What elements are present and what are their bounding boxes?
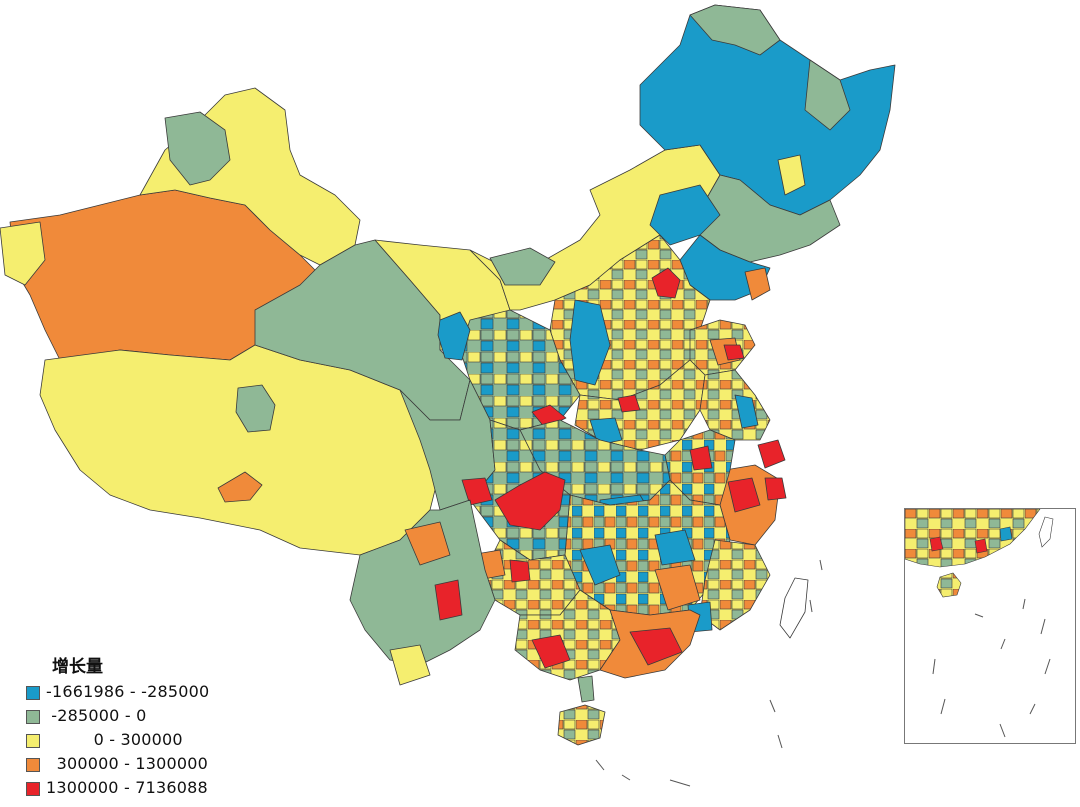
legend-label: -285000 - 0 [46, 706, 147, 725]
legend-swatch [26, 782, 40, 796]
region-yunnan-south-yellow [389, 644, 431, 686]
legend-swatch [26, 710, 40, 724]
region-henan-blue [589, 417, 623, 446]
inset-hainan [936, 572, 962, 598]
region-jiangxi-orange [654, 564, 701, 611]
region-nanning-red [531, 634, 571, 669]
region-ningxia-green [489, 247, 556, 286]
region-chengdu-red [461, 477, 493, 506]
region-yunnan [349, 499, 496, 666]
region-jiangsu-blue [734, 394, 759, 429]
legend-label: 1300000 - 7136088 [46, 778, 208, 797]
legend-item: -1661986 - -285000 [26, 682, 246, 706]
legend-item: 0 - 300000 [26, 730, 246, 754]
legend-item: -285000 - 0 [26, 706, 246, 730]
region-liaoning-west [649, 184, 721, 246]
inset-islands [932, 598, 1051, 738]
legend-item: 1300000 - 7136088 [26, 778, 246, 802]
legend: 增长量 -1661986 - -285000 -285000 - 0 0 - 3… [22, 652, 252, 804]
region-qinghai [254, 239, 471, 421]
region-hainan [557, 704, 606, 746]
inset-taiwan [1038, 516, 1054, 548]
region-tibet-south-orange [217, 471, 263, 503]
legend-label: 300000 - 1300000 [46, 754, 209, 773]
inset-map [905, 509, 1054, 738]
region-chongqing-red [494, 471, 566, 531]
region-zhejiang-red [727, 477, 761, 513]
region-beijing-red [651, 267, 681, 299]
region-shanghai-red [757, 439, 786, 469]
legend-label: 0 - 300000 [46, 730, 183, 749]
region-heilongjiang-green-2 [804, 59, 851, 131]
region-ningxia-blue [437, 311, 471, 361]
region-tibet-west-green [235, 384, 276, 433]
legend-label: -1661986 - -285000 [46, 682, 210, 701]
south-china-sea-islands [595, 559, 823, 787]
region-zhejiang-red-2 [764, 477, 787, 501]
inset-coast-strip [905, 509, 1041, 568]
region-jiangxi-blue [654, 529, 696, 566]
inset-red-1 [929, 536, 944, 552]
region-shaanxi-red [531, 404, 567, 429]
region-anhui-red [689, 445, 713, 471]
region-taiwan [779, 577, 809, 639]
region-jilin-yellow [777, 154, 806, 196]
south-china-sea-inset [904, 508, 1076, 744]
legend-item: 300000 - 1300000 [26, 754, 246, 778]
region-fujian [699, 539, 771, 631]
inset-red-2 [974, 538, 988, 554]
region-xinjiang-northwest [164, 111, 231, 186]
region-jiangsu [699, 369, 771, 441]
region-shanxi-blue [569, 299, 611, 386]
region-xinjiang-west-edge [0, 221, 46, 286]
inset-blue-1 [999, 526, 1013, 542]
region-guizhou-red [509, 559, 531, 583]
region-yunnan-orange [404, 521, 451, 566]
legend-swatch [26, 686, 40, 700]
legend-swatch [26, 758, 40, 772]
region-kunming-red [434, 579, 463, 621]
legend-title: 增长量 [52, 657, 103, 677]
region-guangzhou-red [629, 627, 683, 666]
region-leizhou [577, 675, 595, 703]
region-shandong-red [723, 344, 745, 361]
region-hunan-blue [579, 544, 621, 586]
region-henan-red [617, 394, 641, 413]
region-liaoning-orange [744, 267, 771, 301]
region-heilongjiang-green [689, 4, 781, 56]
legend-swatch [26, 734, 40, 748]
